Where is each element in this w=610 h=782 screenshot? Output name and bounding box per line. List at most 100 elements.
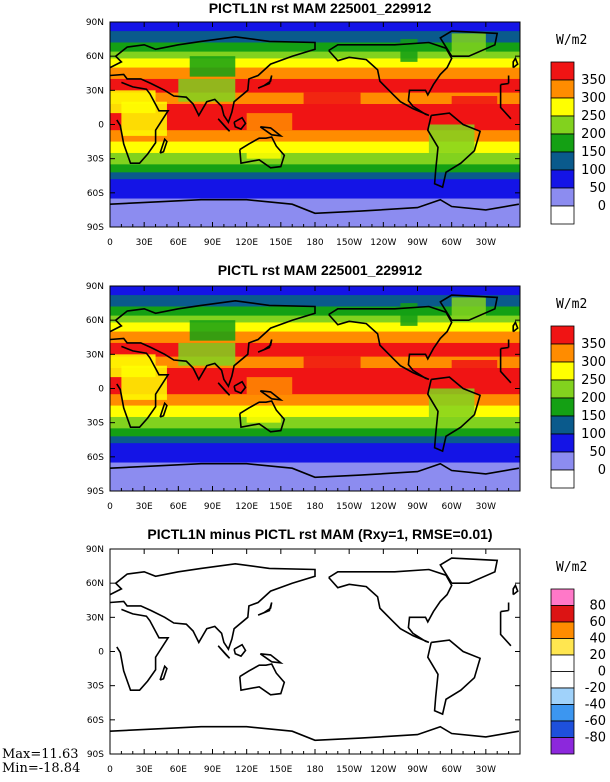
colorbar-label: 300	[581, 91, 606, 106]
coastline	[257, 602, 273, 616]
contour-patch-9	[451, 33, 486, 54]
lat-tick-label: 30S	[87, 155, 104, 165]
colorbar-label: -40	[585, 698, 606, 713]
lon-tick-label: 30E	[136, 502, 153, 512]
colorbar-units: W/m2	[556, 560, 587, 575]
lon-tick-label: 30E	[136, 765, 153, 775]
contour-patch-5	[428, 124, 475, 153]
coastline	[328, 305, 453, 381]
contour-band-1	[110, 31, 520, 43]
coastline	[116, 81, 170, 164]
lon-tick-label: 180	[306, 238, 323, 248]
coastline	[426, 112, 482, 189]
lon-tick-label: 0	[107, 238, 113, 248]
coastline	[110, 198, 520, 215]
panel-1-title: PICTL1N rst MAM 225001_229912	[208, 0, 432, 16]
contour-band-9	[110, 130, 520, 143]
coastline	[439, 30, 499, 58]
lon-tick-label: 150W	[336, 238, 362, 248]
lon-tick-label: 30W	[476, 502, 496, 512]
coastline	[239, 136, 286, 169]
contour-patch-4	[121, 101, 167, 136]
colorbar-box	[550, 469, 575, 489]
coastline	[512, 583, 519, 596]
contour-band-3	[110, 315, 520, 323]
colorbar-box	[550, 343, 575, 363]
colorbar-box	[550, 704, 575, 722]
lat-tick-label: 30N	[86, 86, 104, 96]
contour-patch-8	[400, 39, 418, 62]
colorbar-box	[550, 671, 575, 689]
lon-tick-label: 150E	[269, 502, 292, 512]
contour-patch-0	[178, 78, 236, 102]
colorbar-label: -20	[585, 681, 606, 696]
colorbar-box	[550, 169, 575, 189]
lat-tick-label: 60N	[86, 52, 104, 62]
lat-tick-label: 90N	[86, 545, 104, 555]
contour-patch-7	[246, 113, 293, 131]
colorbar-label: 0	[598, 463, 606, 478]
colorbar-box	[550, 720, 575, 738]
coastline	[328, 41, 453, 117]
coastline	[328, 568, 453, 644]
colorbar-box	[550, 79, 575, 99]
lon-tick-label: 120W	[370, 238, 396, 248]
contour-patch-0	[178, 342, 236, 366]
coastline	[116, 345, 170, 428]
coastline	[500, 346, 509, 350]
coastline	[159, 664, 168, 681]
map-field	[110, 549, 520, 754]
contour-patch-6	[246, 411, 281, 423]
coastline	[500, 82, 509, 86]
coastline	[439, 557, 499, 585]
lat-tick-label: 90S	[87, 750, 104, 760]
colorbar-box	[550, 433, 575, 453]
colorbar-label: 150	[581, 409, 606, 424]
map-field	[110, 286, 520, 491]
lat-tick-label: 90S	[87, 487, 104, 497]
contour-band-15	[110, 453, 520, 464]
contour-band-13	[110, 436, 520, 444]
coastline	[217, 382, 231, 396]
lat-tick-label: 30S	[87, 682, 104, 692]
lat-tick-label: 30N	[86, 613, 104, 623]
coastline	[110, 562, 316, 651]
contour-band-1	[110, 295, 520, 307]
contour-band-11	[110, 152, 520, 165]
stats-min: Min=-18.84	[2, 761, 81, 776]
colorbar-units: W/m2	[556, 297, 587, 312]
contour-band-10	[110, 405, 520, 418]
lon-tick-label: 90E	[204, 238, 221, 248]
lon-tick-label: 60E	[170, 765, 187, 775]
contour-patch-4	[121, 365, 167, 400]
coastline	[259, 390, 284, 402]
colorbar-label: 100	[581, 427, 606, 442]
lon-tick-label: 60W	[441, 502, 461, 512]
colorbar-box	[550, 621, 575, 639]
contour-patch-3	[451, 96, 498, 114]
lon-tick-label: 180	[306, 765, 323, 775]
lon-tick-label: 60W	[441, 238, 461, 248]
colorbar-label: 300	[581, 355, 606, 370]
contour-band-6	[110, 342, 520, 358]
coastline	[233, 643, 247, 658]
colorbar-box	[550, 133, 575, 153]
lat-tick-label: 60N	[86, 579, 104, 589]
lat-tick-label: 30N	[86, 350, 104, 360]
coastline	[512, 56, 519, 69]
contour-band-12	[110, 164, 520, 173]
colorbar-label: -80	[585, 731, 606, 746]
coastline	[239, 400, 286, 433]
colorbar-box	[550, 605, 575, 623]
coastline	[500, 609, 509, 613]
colorbar-box	[550, 415, 575, 435]
colorbar-box	[550, 397, 575, 417]
contour-band-13	[110, 172, 520, 180]
lat-tick-label: 0	[98, 648, 104, 658]
lon-tick-label: 30E	[136, 238, 153, 248]
colorbar-box	[550, 361, 575, 381]
coastline	[499, 84, 512, 120]
coastline	[259, 653, 284, 665]
colorbar-label: 80	[589, 599, 606, 614]
